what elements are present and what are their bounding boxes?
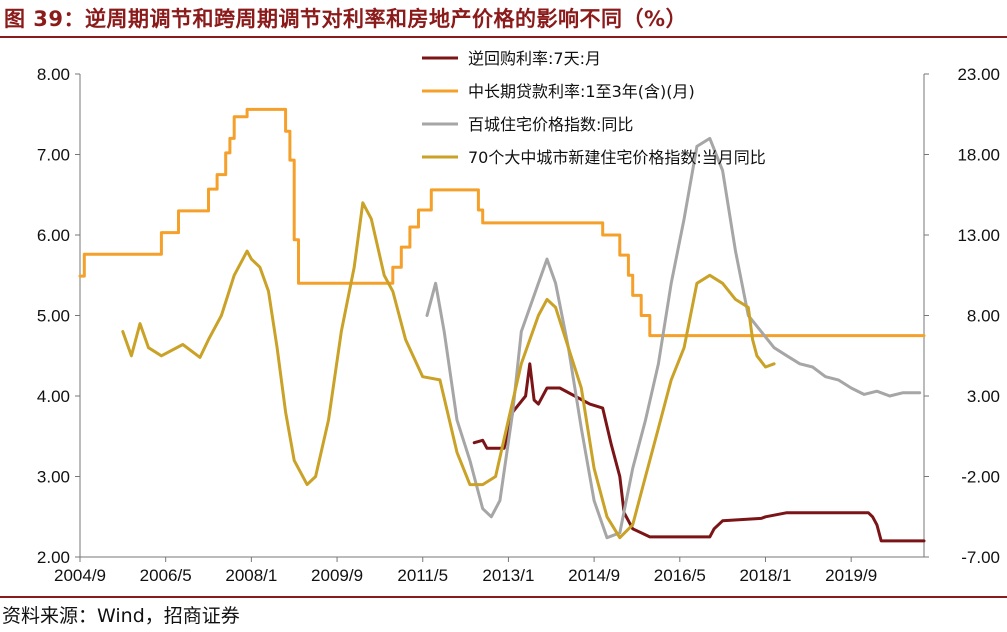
left-tick-label: 2.00 bbox=[37, 548, 70, 567]
legend-label-3: 百城住宅价格指数:同比 bbox=[468, 115, 633, 134]
left-tick-label: 6.00 bbox=[37, 226, 70, 245]
series-line-2 bbox=[472, 362, 926, 543]
x-tick-label: 2014/9 bbox=[568, 566, 620, 585]
legend-label-2: 中长期贷款利率:1至3年(含)(月) bbox=[468, 82, 695, 101]
title-rule bbox=[0, 36, 1007, 38]
right-tick-label: -2.00 bbox=[961, 468, 1000, 487]
title-bar: 图 39：逆周期调节和跨周期调节对利率和房地产价格的影响不同（%） bbox=[0, 0, 1007, 36]
right-tick-label: 23.00 bbox=[957, 65, 1000, 84]
x-tick-label: 2019/9 bbox=[825, 566, 877, 585]
right-tick-label: 8.00 bbox=[967, 307, 1000, 326]
legend-label-1: 逆回购利率:7天:月 bbox=[468, 49, 601, 68]
x-tick-label: 2018/1 bbox=[739, 566, 791, 585]
series-line-3 bbox=[425, 136, 922, 540]
x-axis: 2004/9 2006/5 2008/1 2009/9 2011/5 2013/1 2014… bbox=[54, 556, 924, 585]
left-tick-label: 7.00 bbox=[37, 146, 70, 165]
left-tick-label: 8.00 bbox=[37, 65, 70, 84]
x-tick-label: 2004/9 bbox=[54, 566, 106, 585]
left-axis: 8.00 7.00 6.00 5.00 4.00 3.00 2.00 bbox=[37, 65, 81, 567]
left-tick-label: 4.00 bbox=[37, 387, 70, 406]
figure-title: 图 39：逆周期调节和跨周期调节对利率和房地产价格的影响不同（%） bbox=[4, 7, 688, 31]
line-chart: 8.00 7.00 6.00 5.00 4.00 3.00 2.00 23.00 18.00 1… bbox=[37, 49, 1000, 585]
right-tick-label: -7.00 bbox=[961, 548, 1000, 567]
left-tick-label: 5.00 bbox=[37, 307, 70, 326]
legend-label-4: 70个大中城市新建住宅价格指数:当月同比 bbox=[468, 148, 766, 167]
x-tick-label: 2011/5 bbox=[397, 566, 448, 585]
right-axis: 23.00 18.00 13.00 8.00 3.00 -2.00 -7.00 bbox=[923, 65, 1000, 567]
x-tick-label: 2016/5 bbox=[654, 566, 706, 585]
x-tick-label: 2009/9 bbox=[311, 566, 363, 585]
series-line-1 bbox=[78, 107, 926, 338]
x-tick-label: 2013/1 bbox=[482, 566, 534, 585]
left-tick-label: 3.00 bbox=[37, 468, 70, 487]
source-rule bbox=[0, 596, 1007, 598]
x-tick-label: 2008/1 bbox=[225, 566, 277, 585]
series-line-4 bbox=[121, 201, 776, 540]
x-tick-label: 2006/5 bbox=[140, 566, 192, 585]
right-tick-label: 13.00 bbox=[957, 226, 1000, 245]
right-tick-label: 18.00 bbox=[957, 146, 1000, 165]
source-note: 资料来源：Wind，招商证券 bbox=[2, 605, 240, 627]
right-tick-label: 3.00 bbox=[967, 387, 1000, 406]
series-layer bbox=[78, 107, 926, 543]
